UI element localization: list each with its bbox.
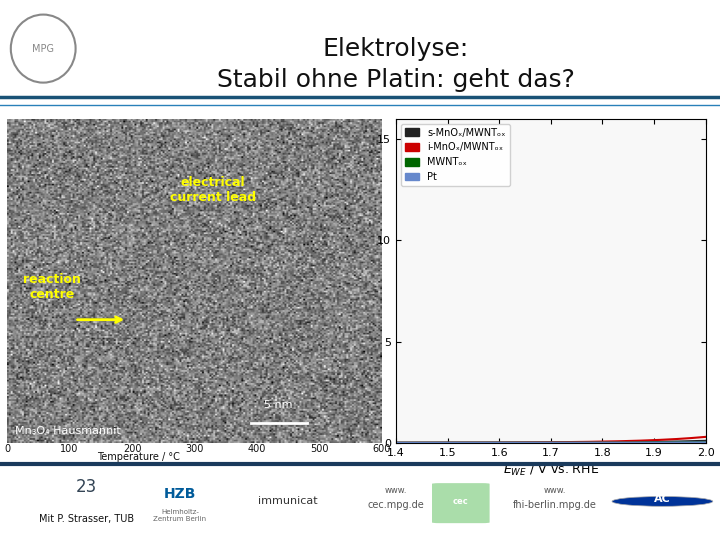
FancyBboxPatch shape [432, 483, 490, 523]
Text: AC: AC [654, 494, 671, 504]
Text: FHI: FHI [654, 507, 670, 517]
s-MnOₓ/MWNTₒₓ [581, 439, 590, 446]
MWNTₒₓ [392, 440, 401, 446]
Text: electrical
current lead: electrical current lead [170, 176, 256, 204]
i-MnOₓ/MWNTₒₓ [581, 438, 590, 445]
Text: Temperature / °C: Temperature / °C [96, 451, 180, 462]
Pt [576, 440, 585, 446]
Text: www.: www. [543, 487, 566, 495]
i-MnOₓ/MWNTₒₓ [701, 434, 710, 440]
Pt [701, 439, 710, 446]
s-MnOₓ/MWNTₒₓ [652, 438, 661, 445]
s-MnOₓ/MWNTₒₓ [576, 439, 585, 446]
Legend: s-MnOₓ/MWNTₒₓ, i-MnOₓ/MWNTₒₓ, MWNTₒₓ, Pt: s-MnOₓ/MWNTₒₓ, i-MnOₓ/MWNTₒₓ, MWNTₒₓ, Pt [401, 124, 510, 186]
i-MnOₓ/MWNTₒₓ [575, 438, 584, 445]
Text: Mit P. Strasser, TUB: Mit P. Strasser, TUB [39, 514, 134, 524]
Line: s-MnOₓ/MWNTₒₓ: s-MnOₓ/MWNTₒₓ [396, 441, 706, 443]
Text: MPG: MPG [32, 44, 54, 53]
Text: 500: 500 [310, 444, 328, 455]
s-MnOₓ/MWNTₒₓ [392, 440, 400, 446]
Text: cec: cec [453, 497, 469, 506]
Text: immunicat: immunicat [258, 496, 318, 507]
Circle shape [612, 496, 713, 507]
Pt [575, 440, 584, 446]
Text: 400: 400 [248, 444, 266, 455]
Text: 0: 0 [4, 444, 10, 455]
Pt [392, 440, 400, 446]
Pt [392, 440, 401, 446]
Text: cec.mpg.de: cec.mpg.de [368, 500, 424, 510]
MWNTₒₓ [581, 440, 590, 446]
MWNTₒₓ [701, 439, 710, 446]
Text: Elektrolyse:
Stabil ohne Platin: geht das?: Elektrolyse: Stabil ohne Platin: geht da… [217, 37, 575, 92]
X-axis label: $E_{WE}$ / V vs. RHE: $E_{WE}$ / V vs. RHE [503, 463, 599, 478]
Text: reaction
centre: reaction centre [23, 273, 81, 301]
Pt [672, 440, 681, 446]
i-MnOₓ/MWNTₒₓ [672, 436, 681, 442]
Text: Mn₃O₄ Hausmannit: Mn₃O₄ Hausmannit [14, 426, 120, 436]
MWNTₒₓ [392, 440, 400, 446]
s-MnOₓ/MWNTₒₓ [672, 438, 681, 445]
Pt [652, 440, 661, 446]
MWNTₒₓ [672, 439, 681, 446]
i-MnOₓ/MWNTₒₓ [576, 438, 585, 445]
Text: 23: 23 [76, 478, 97, 496]
Text: fhi-berlin.mpg.de: fhi-berlin.mpg.de [513, 500, 596, 510]
i-MnOₓ/MWNTₒₓ [392, 440, 401, 446]
Text: www.: www. [384, 487, 408, 495]
s-MnOₓ/MWNTₒₓ [575, 439, 584, 446]
Text: Helmholtz-
Zentrum Berlin: Helmholtz- Zentrum Berlin [153, 509, 207, 522]
MWNTₒₓ [576, 440, 585, 446]
Text: HZB: HZB [164, 488, 196, 501]
s-MnOₓ/MWNTₒₓ [392, 440, 401, 446]
Text: 300: 300 [185, 444, 204, 455]
Pt [581, 440, 590, 446]
Text: 100: 100 [60, 444, 78, 455]
Text: 200: 200 [122, 444, 141, 455]
i-MnOₓ/MWNTₒₓ [652, 437, 661, 443]
MWNTₒₓ [652, 440, 661, 446]
s-MnOₓ/MWNTₒₓ [701, 437, 710, 444]
Text: 5 nm: 5 nm [264, 400, 293, 410]
MWNTₒₓ [575, 440, 584, 446]
i-MnOₓ/MWNTₒₓ [392, 440, 400, 446]
Text: 600: 600 [372, 444, 391, 455]
Line: i-MnOₓ/MWNTₒₓ: i-MnOₓ/MWNTₒₓ [396, 437, 706, 443]
